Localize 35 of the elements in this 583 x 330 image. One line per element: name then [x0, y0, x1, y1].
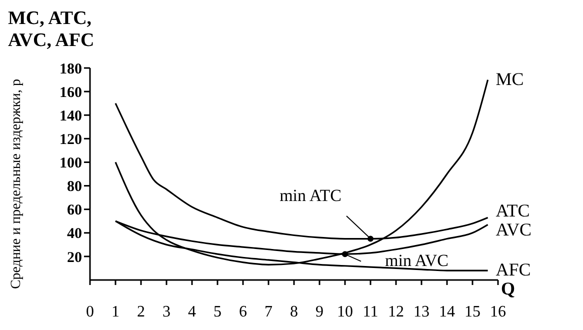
- x-tick-label: 16: [490, 303, 506, 320]
- x-tick-label: 1: [112, 303, 120, 320]
- x-tick-label: 14: [439, 303, 455, 320]
- y-tick-label: 80: [67, 179, 82, 196]
- x-tick-label: 4: [188, 303, 196, 320]
- x-tick-label: 15: [464, 303, 480, 320]
- y-tick-label: 140: [60, 108, 82, 124]
- x-tick-label: 2: [137, 303, 145, 320]
- y-tick-label: 100: [60, 156, 82, 172]
- series-label: AVC: [496, 220, 532, 240]
- annotation: min AVC: [385, 251, 448, 270]
- x-tick-label: 3: [162, 303, 170, 320]
- y-tick-label: 60: [67, 202, 82, 219]
- chart-title: MC, ATC, AVC, AFC: [8, 8, 96, 52]
- annotation: min ATC: [280, 186, 342, 205]
- y-axis-title: Средние и предельные издержки, р: [8, 78, 24, 290]
- x-tick-label: 5: [214, 303, 222, 320]
- series-label: MC: [496, 68, 524, 89]
- x-tick-label: 6: [239, 303, 247, 320]
- x-tick-label: 12: [388, 303, 404, 320]
- series-label: AFC: [496, 260, 531, 280]
- y-tick-label: 20: [67, 250, 82, 266]
- x-tick-label: 10: [337, 303, 353, 320]
- x-tick-label: 9: [316, 303, 324, 320]
- x-tick-label: 0: [86, 303, 94, 320]
- x-tick-label: 7: [264, 303, 272, 320]
- series-label: ATC: [496, 200, 530, 221]
- x-tick-label: 8: [290, 303, 298, 320]
- x-axis-title: Q: [501, 278, 516, 298]
- y-tick-label: 120: [60, 132, 82, 148]
- x-tick-label: 11: [362, 303, 378, 320]
- y-tick-label: 40: [67, 226, 82, 242]
- y-tick-label: 180: [60, 61, 82, 78]
- x-tick-label: 13: [414, 303, 430, 320]
- y-tick-label: 160: [60, 84, 82, 101]
